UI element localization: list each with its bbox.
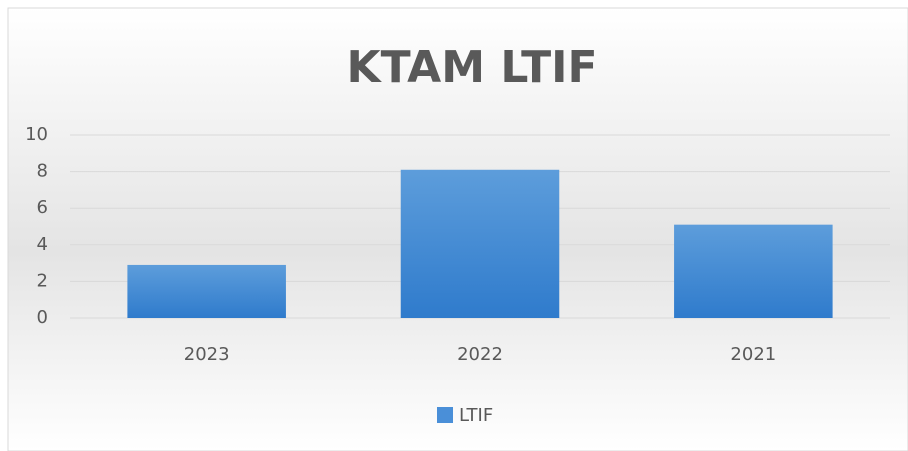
y-tick-label: 2	[37, 270, 48, 291]
y-tick-label: 8	[37, 161, 48, 182]
bar	[674, 224, 833, 318]
legend-label: LTIF	[459, 405, 493, 426]
x-tick-label: 2023	[184, 344, 230, 365]
bar	[400, 169, 560, 318]
y-tick-label: 10	[25, 124, 48, 145]
bar	[127, 264, 286, 318]
chart-title: KTAM LTIF	[346, 42, 597, 93]
x-tick-label: 2021	[730, 344, 776, 365]
legend-swatch	[437, 407, 453, 423]
x-tick-label: 2022	[457, 344, 503, 365]
y-tick-label: 4	[37, 234, 48, 255]
y-tick-label: 0	[37, 307, 48, 328]
y-tick-label: 6	[37, 197, 48, 218]
